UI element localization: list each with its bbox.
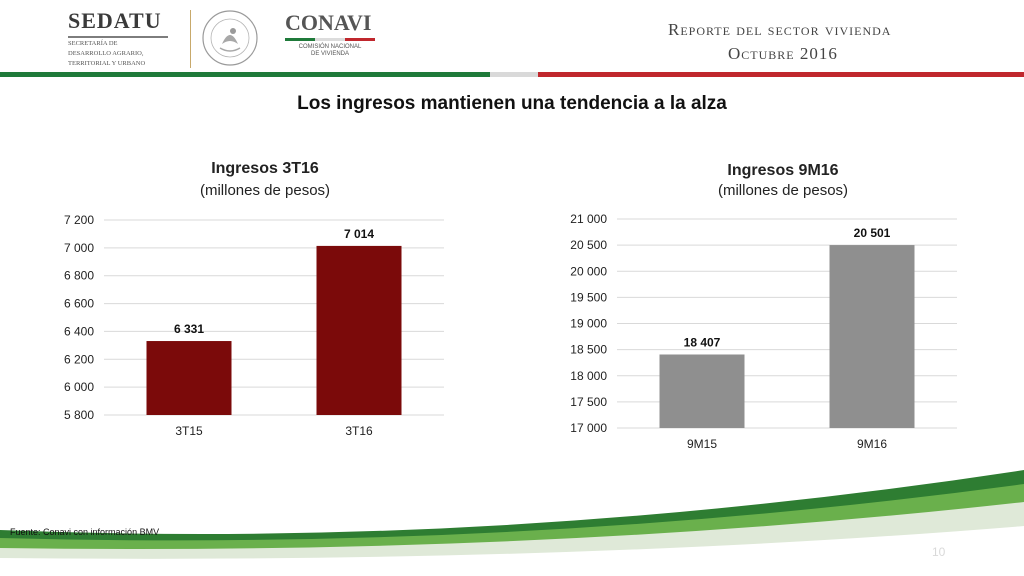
chart-2-ytick-label: 19 500: [570, 290, 607, 304]
header-divider: [190, 10, 191, 68]
footer-swoosh: [0, 470, 1024, 576]
conavi-logo: CONAVI COMISIÓN NACIONAL DE VIVIENDA: [285, 10, 375, 58]
chart-2-subtitle: (millones de pesos): [717, 182, 849, 199]
chart-2-data-label: 20 501: [854, 226, 891, 240]
chart-1-title: Ingresos 3T16: [211, 160, 319, 177]
chart-2-x-label: 9M16: [857, 437, 887, 451]
chart-2-ytick-label: 17 000: [570, 421, 607, 435]
chart-1-bar: [146, 341, 232, 415]
chart-2-bar: [829, 245, 915, 428]
chart-2-ytick-label: 17 500: [570, 395, 607, 409]
chart-1-ytick-label: 6 200: [64, 352, 94, 366]
chart-2-ytick-label: 19 000: [570, 317, 607, 331]
sedatu-logo: SEDATU SECRETARÍA DE DESARROLLO AGRARIO,…: [68, 8, 178, 68]
chart-1-data-label: 6 331: [174, 322, 204, 336]
conavi-name: CONAVI: [285, 10, 372, 35]
chart-1-data-label: 7 014: [344, 227, 374, 241]
chart-2-data-label: 18 407: [684, 335, 721, 349]
chart-ingresos-9m16: 17 000 17 500 18 000 18 500 19 000 19 500 20 0…: [570, 212, 957, 451]
conavi-line-2: DE VIVIENDA: [310, 51, 349, 57]
chart-2-ytick-label: 21 000: [570, 212, 607, 226]
report-date: Octubre 2016: [728, 44, 838, 63]
chart-1-ytick-label: 6 400: [64, 324, 94, 338]
chart-1-x-label: 3T15: [175, 424, 203, 438]
chart-1-ytick-label: 6 000: [64, 380, 94, 394]
chart-2-title: Ingresos 9M16: [727, 162, 839, 179]
sedatu-line-2: DESARROLLO AGRARIO,: [68, 50, 144, 57]
slide-header: SEDATU SECRETARÍA DE DESARROLLO AGRARIO,…: [0, 0, 1024, 78]
conavi-line-1: COMISIÓN NACIONAL: [298, 44, 362, 50]
chart-1-subtitle: (millones de pesos): [199, 182, 331, 199]
header-stripe-green: [0, 72, 490, 77]
chart-1-ytick-label: 6 600: [64, 297, 94, 311]
chart-2-ytick-label: 18 500: [570, 343, 607, 357]
slide-title: Los ingresos mantienen una tendencia a l…: [297, 93, 727, 114]
chart-1-ytick-label: 5 800: [64, 408, 94, 422]
chart-2-ytick-label: 20 500: [570, 238, 607, 252]
sedatu-bar: [68, 36, 168, 38]
header-stripe-red: [538, 72, 1024, 77]
page-number: 10: [932, 545, 946, 559]
chart-2-ytick-label: 18 000: [570, 369, 607, 383]
chart-ingresos-3t16: 5 800 6 000 6 200 6 400 6 600 6 800 7 000 7 200…: [64, 213, 444, 438]
sedatu-name: SEDATU: [68, 8, 162, 33]
chart-2-x-label: 9M15: [687, 437, 717, 451]
conavi-color-bar: [285, 38, 375, 41]
sedatu-line-3: TERRITORIAL Y URBANO: [68, 60, 146, 67]
chart-2-ytick-label: 20 000: [570, 264, 607, 278]
chart-1-ytick-label: 6 800: [64, 269, 94, 283]
chart-1-ytick-label: 7 200: [64, 213, 94, 227]
chart-2-bar: [659, 354, 745, 428]
header-stripe-gray: [490, 72, 538, 77]
report-title: Reporte del sector vivienda: [668, 20, 892, 39]
chart-1-ytick-label: 7 000: [64, 241, 94, 255]
sedatu-line-1: SECRETARÍA DE: [68, 40, 118, 47]
mexico-seal-icon: [202, 10, 258, 66]
chart-1-bar: [316, 245, 402, 415]
source-note: Fuente: Conavi con información BMV: [10, 527, 160, 537]
chart-1-x-label: 3T16: [345, 424, 373, 438]
